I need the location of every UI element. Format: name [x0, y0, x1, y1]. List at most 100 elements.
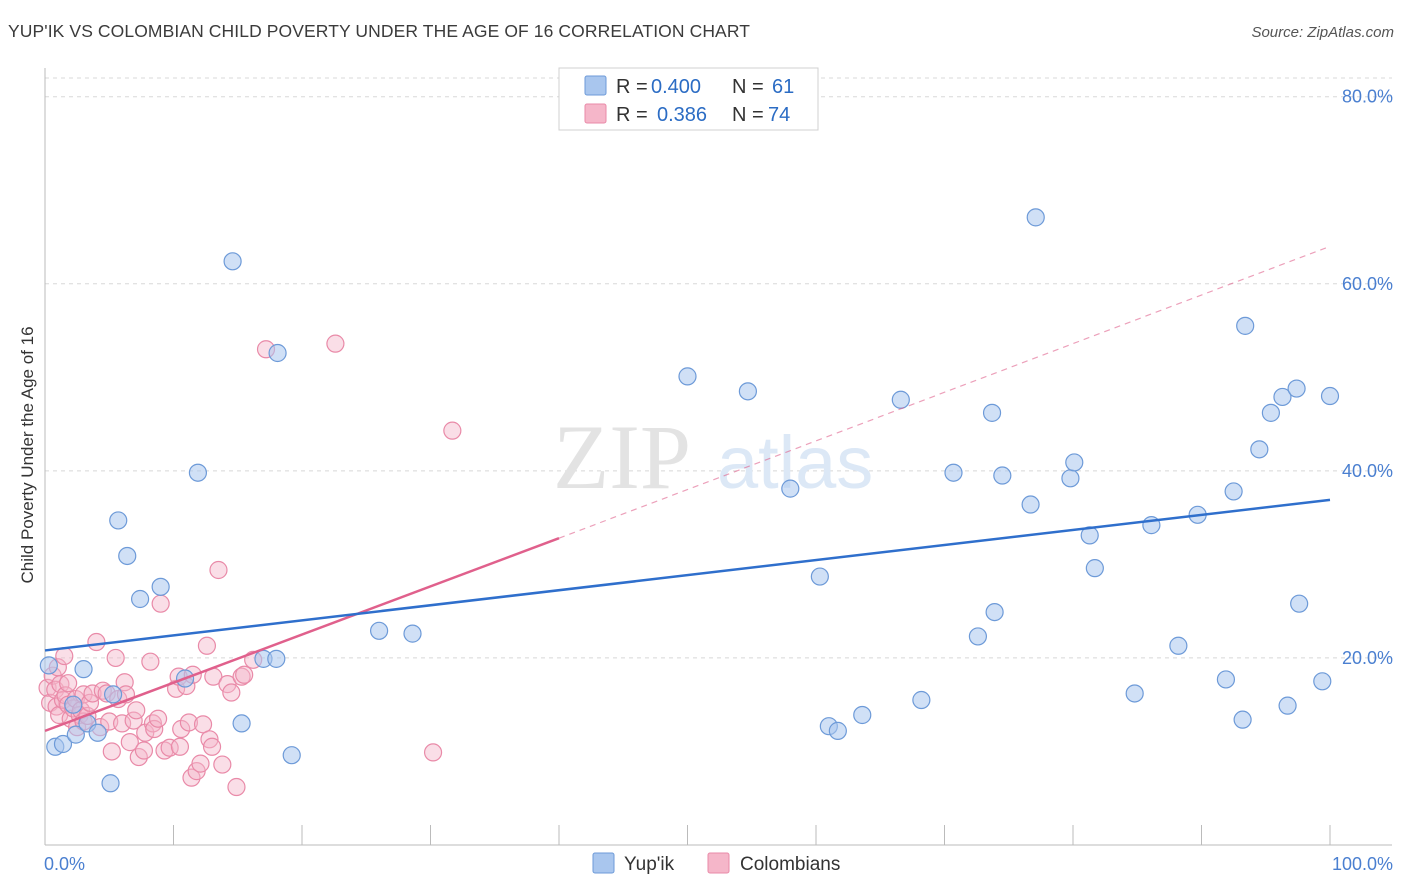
- data-point-yupik: [1216, 670, 1236, 689]
- data-point-colombians: [202, 737, 222, 756]
- legend-n-label-yupik: N =: [732, 76, 764, 98]
- data-point-yupik: [282, 746, 301, 765]
- data-point-yupik: [267, 649, 286, 668]
- data-point-yupik: [268, 343, 287, 363]
- data-point-yupik: [1224, 482, 1243, 501]
- data-point-yupik: [1261, 403, 1280, 422]
- data-point-yupik: [993, 466, 1012, 485]
- data-point-yupik: [985, 602, 1004, 622]
- data-point-yupik: [104, 685, 123, 704]
- y-tick-label: 40.0%: [1342, 461, 1393, 481]
- data-point-colombians: [235, 665, 254, 684]
- data-point-colombians: [443, 421, 462, 440]
- x-tick-labels: 0.0% 100.0%: [44, 854, 1393, 874]
- legend-n-value-colombians: 74: [768, 104, 790, 126]
- chart-title: YUP'IK VS COLOMBIAN CHILD POVERTY UNDER …: [8, 21, 751, 41]
- watermark: ZIP atlas: [553, 406, 873, 508]
- data-point-yupik: [1233, 710, 1252, 729]
- data-point-colombians: [59, 674, 78, 693]
- data-point-yupik: [39, 656, 58, 675]
- legend-swatch-colombians: [584, 103, 607, 124]
- data-point-yupik: [53, 734, 73, 754]
- y-tick-label: 20.0%: [1342, 648, 1393, 668]
- data-point-colombians: [218, 675, 237, 694]
- data-point-colombians: [222, 683, 241, 702]
- watermark-zip: ZIP: [553, 406, 691, 508]
- data-point-yupik: [130, 589, 150, 609]
- data-point-colombians: [170, 737, 190, 756]
- data-point-colombians: [106, 648, 125, 668]
- data-point-yupik: [101, 774, 120, 793]
- data-point-yupik: [1236, 316, 1255, 335]
- data-point-yupik: [1125, 684, 1144, 703]
- data-point-yupik: [1085, 559, 1104, 578]
- bottom-legend-yupik: Yup'ik: [624, 854, 675, 875]
- data-point-colombians: [112, 714, 132, 733]
- trend-line-colombians-extension: [558, 245, 1331, 539]
- source-label: Source: ZipAtlas.com: [1251, 24, 1394, 41]
- data-point-yupik: [1313, 672, 1332, 691]
- y-axis-title: Child Poverty Under the Age of 16: [18, 326, 37, 583]
- data-point-yupik: [891, 390, 910, 409]
- data-point-yupik: [66, 725, 85, 744]
- data-point-colombians: [120, 733, 139, 752]
- data-point-colombians: [179, 713, 199, 732]
- data-point-colombians: [87, 632, 106, 652]
- y-tick-label: 80.0%: [1342, 87, 1393, 107]
- data-point-yupik: [1273, 387, 1292, 407]
- y-tick-labels: 20.0% 40.0% 60.0% 80.0%: [1342, 87, 1393, 668]
- data-point-colombians: [145, 719, 164, 739]
- trend-lines: [44, 245, 1331, 733]
- data-point-yupik: [1250, 440, 1269, 459]
- data-point-colombians: [141, 652, 160, 671]
- series-yupik: [39, 208, 1340, 793]
- data-point-yupik: [828, 721, 847, 740]
- bottom-legend: Yup'ik Colombians: [592, 852, 840, 875]
- data-point-yupik: [1021, 495, 1040, 514]
- bottom-legend-colombians: Colombians: [740, 854, 840, 875]
- data-point-yupik: [678, 367, 697, 386]
- data-point-colombians: [191, 754, 210, 773]
- data-point-yupik: [982, 403, 1002, 422]
- data-point-colombians: [423, 743, 443, 762]
- data-point-yupik: [1287, 379, 1306, 398]
- bottom-legend-swatch-colombians: [707, 852, 730, 874]
- data-point-yupik: [738, 382, 757, 401]
- data-point-yupik: [1290, 594, 1309, 613]
- data-point-colombians: [200, 730, 219, 749]
- top-legend: R = 0.400 N = 61 R = 0.386 N = 74: [558, 67, 819, 131]
- data-point-colombians: [148, 709, 168, 728]
- data-point-yupik: [781, 479, 800, 498]
- legend-swatch-yupik: [584, 75, 607, 96]
- data-point-colombians: [102, 742, 121, 761]
- data-point-yupik: [370, 621, 389, 640]
- data-point-colombians: [155, 741, 174, 760]
- data-point-colombians: [83, 684, 102, 703]
- data-point-yupik: [1278, 696, 1297, 715]
- data-point-yupik: [912, 690, 931, 710]
- trend-line-colombians: [44, 537, 560, 733]
- data-point-colombians: [213, 755, 232, 774]
- data-point-yupik: [1169, 636, 1188, 655]
- data-point-yupik: [118, 546, 137, 566]
- data-point-yupik: [232, 714, 251, 733]
- data-point-yupik: [968, 627, 988, 646]
- data-point-colombians: [209, 560, 228, 580]
- data-point-yupik: [403, 624, 422, 643]
- axes: [44, 68, 1392, 846]
- data-point-colombians: [151, 594, 170, 613]
- legend-r-label-colombians: R =: [616, 104, 648, 126]
- data-point-colombians: [232, 667, 251, 686]
- data-point-yupik: [810, 567, 829, 586]
- data-point-yupik: [64, 695, 83, 714]
- data-point-colombians: [51, 675, 70, 694]
- x-tick-label: 100.0%: [1332, 854, 1393, 874]
- data-point-colombians: [127, 701, 146, 720]
- legend-r-value-colombians: 0.386: [657, 104, 707, 126]
- legend-r-value-yupik: 0.400: [651, 76, 701, 98]
- data-point-colombians: [326, 334, 345, 353]
- data-point-yupik: [1320, 386, 1340, 406]
- trend-line-yupik: [44, 498, 1331, 652]
- data-point-yupik: [944, 463, 963, 482]
